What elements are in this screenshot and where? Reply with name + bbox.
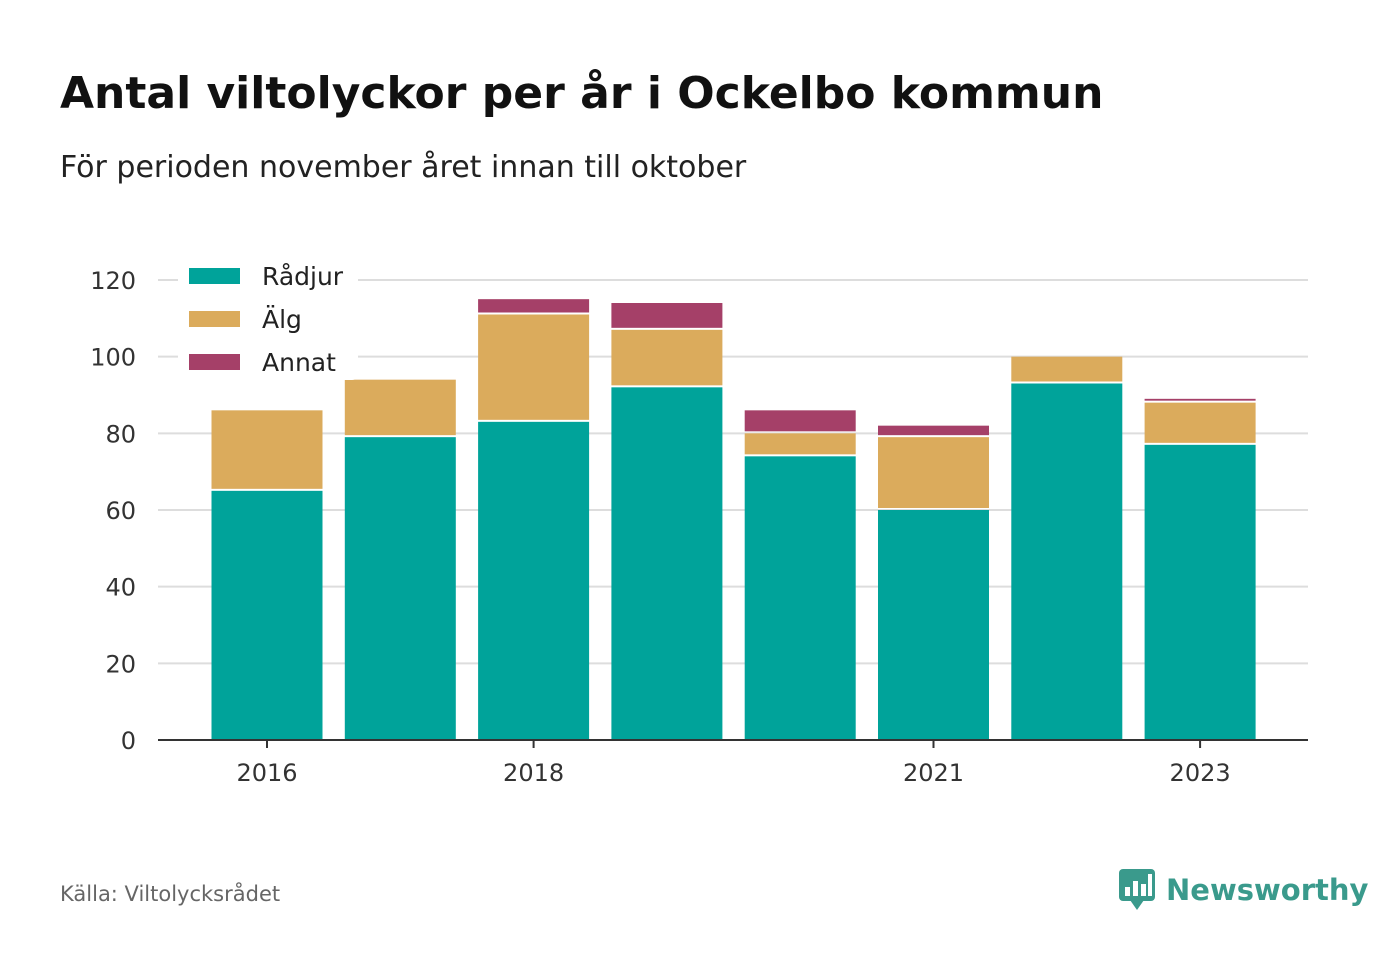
- bar-segment-rådjur: [1144, 444, 1256, 740]
- source-note: Källa: Viltolycksrådet: [60, 882, 281, 906]
- bar-segment-älg: [211, 410, 323, 489]
- bar-segment-älg: [1144, 402, 1256, 443]
- y-axis-ticks: 0 20 40 60 80 100 120: [90, 267, 136, 755]
- y-tick-label: 20: [105, 650, 136, 678]
- legend-label: Annat: [262, 348, 336, 377]
- bar-segment-rådjur: [744, 456, 856, 740]
- bar-segment-älg: [1011, 356, 1123, 382]
- x-axis: 2016 2018 2021 2023: [158, 739, 1308, 787]
- y-tick-label: 60: [105, 497, 136, 525]
- y-tick-label: 0: [121, 727, 136, 755]
- chart-subtitle: För perioden november året innan till ok…: [60, 150, 747, 185]
- bar-segment-älg: [344, 379, 456, 436]
- y-tick-label: 40: [105, 574, 136, 602]
- legend: Rådjur Älg Annat: [178, 256, 358, 380]
- x-tick-label: 2023: [1170, 759, 1231, 787]
- x-tick-label: 2021: [903, 759, 964, 787]
- y-tick-label: 100: [90, 344, 136, 372]
- legend-background: [178, 256, 358, 380]
- legend-label: Rådjur: [262, 262, 344, 291]
- bar-segment-älg: [878, 437, 989, 508]
- newsworthy-logo-icon: [1119, 869, 1155, 910]
- bar-segment-annat: [744, 410, 856, 432]
- bar-segment-rådjur: [878, 510, 989, 740]
- brand-name: Newsworthy: [1166, 873, 1369, 907]
- bar-segment-älg: [478, 314, 590, 420]
- y-tick-label: 80: [105, 420, 136, 448]
- bar-segment-annat: [478, 299, 590, 313]
- bar-segment-älg: [744, 433, 856, 455]
- brand-logo: Newsworthy: [1118, 868, 1368, 912]
- bar-segment-annat: [878, 425, 989, 436]
- legend-swatch: [189, 311, 240, 327]
- x-tick-label: 2018: [503, 759, 564, 787]
- y-tick-label: 120: [90, 267, 136, 295]
- chart-title: Antal viltolyckor per år i Ockelbo kommu…: [60, 68, 1104, 119]
- legend-label: Älg: [262, 305, 302, 334]
- bar-segment-rådjur: [1011, 383, 1123, 740]
- bar-segment-rådjur: [344, 437, 456, 740]
- x-tick-label: 2016: [236, 759, 297, 787]
- legend-swatch: [189, 268, 240, 284]
- bar-segment-annat: [1144, 398, 1256, 401]
- bar-segment-rådjur: [211, 490, 323, 740]
- bar-segment-annat: [611, 303, 723, 328]
- legend-swatch: [189, 354, 240, 370]
- bar-segment-rådjur: [478, 421, 590, 740]
- bars: [211, 299, 1256, 740]
- bar-segment-rådjur: [611, 387, 723, 740]
- bar-segment-älg: [611, 329, 723, 386]
